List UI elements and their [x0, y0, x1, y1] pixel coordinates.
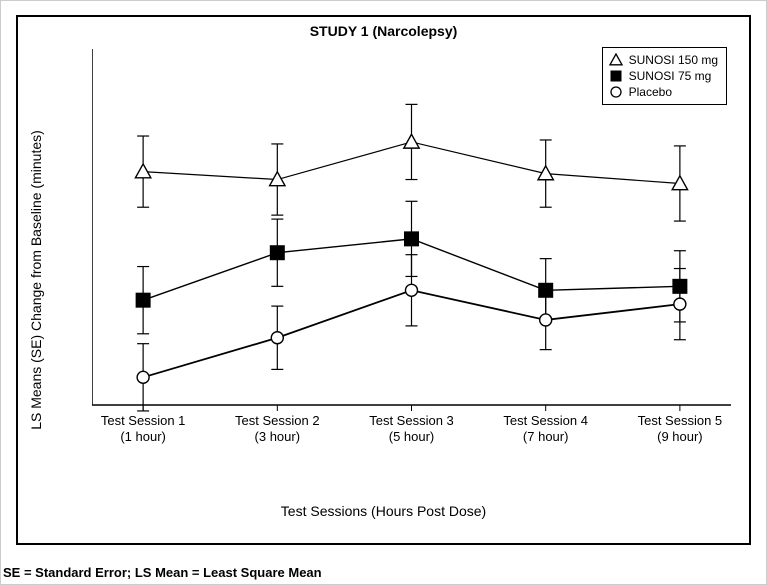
svg-text:Test Session 5: Test Session 5 [638, 413, 723, 428]
svg-text:(9 hour): (9 hour) [657, 429, 703, 444]
triangle-open-icon [609, 53, 623, 67]
plot-outer-border: STUDY 1 (Narcolepsy) LS Means (SE) Chang… [16, 15, 751, 545]
figure-container: STUDY 1 (Narcolepsy) LS Means (SE) Chang… [0, 0, 767, 585]
legend-item: SUNOSI 150 mg [609, 52, 718, 68]
legend-item: Placebo [609, 84, 718, 100]
footnote: SE = Standard Error; LS Mean = Least Squ… [3, 565, 322, 580]
square-filled-icon [609, 69, 623, 83]
legend-item: SUNOSI 75 mg [609, 68, 718, 84]
legend-label: SUNOSI 150 mg [629, 52, 718, 68]
x-axis-label: Test Sessions (Hours Post Dose) [18, 503, 749, 519]
legend: SUNOSI 150 mgSUNOSI 75 mgPlacebo [602, 47, 727, 105]
chart-title: STUDY 1 (Narcolepsy) [18, 23, 749, 39]
svg-text:Test Session 3: Test Session 3 [369, 413, 454, 428]
svg-text:Test Session 1: Test Session 1 [101, 413, 186, 428]
svg-text:Test Session 2: Test Session 2 [235, 413, 320, 428]
svg-text:(7 hour): (7 hour) [523, 429, 569, 444]
circle-open-icon [609, 85, 623, 99]
svg-text:Test Session 4: Test Session 4 [503, 413, 588, 428]
svg-text:(5 hour): (5 hour) [389, 429, 435, 444]
y-axis-label: LS Means (SE) Change from Baseline (minu… [28, 130, 44, 430]
svg-text:(3 hour): (3 hour) [255, 429, 301, 444]
legend-label: Placebo [629, 84, 672, 100]
svg-text:(1 hour): (1 hour) [120, 429, 166, 444]
legend-label: SUNOSI 75 mg [629, 68, 712, 84]
